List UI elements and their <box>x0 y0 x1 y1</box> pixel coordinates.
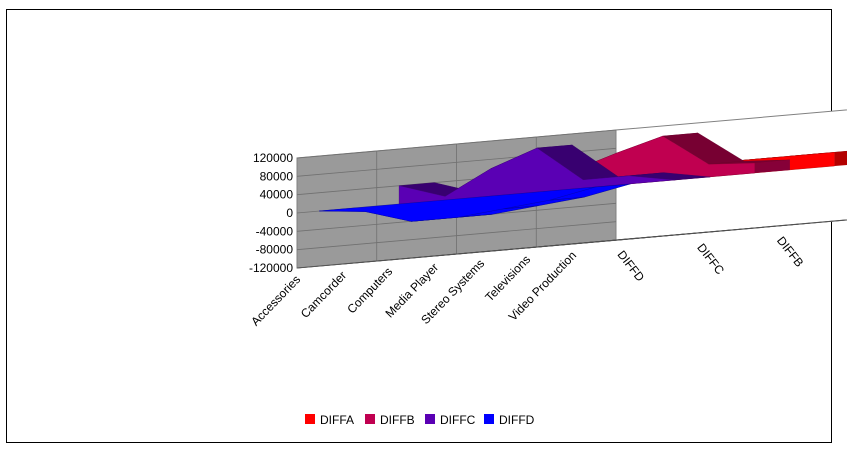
y-tick-label: -40000 <box>256 224 294 238</box>
legend-swatch <box>425 414 435 424</box>
legend-label: DIFFB <box>380 413 415 427</box>
area-front-face <box>319 186 596 222</box>
legend-swatch <box>365 414 375 424</box>
legend-label: DIFFC <box>440 413 476 427</box>
z-tick-label: DIFFB <box>774 234 806 270</box>
y-tick-label: 120000 <box>253 151 293 165</box>
area-end-cap <box>754 159 790 173</box>
legend: DIFFA DIFFB DIFFC DIFFD <box>305 413 535 427</box>
legend-label: DIFFD <box>499 413 535 427</box>
y-tick-label: 40000 <box>260 188 294 202</box>
y-tick-label: -120000 <box>249 261 293 275</box>
chart-series <box>319 132 847 222</box>
series-diffc <box>398 144 711 205</box>
x-tick-label: Camcorder <box>298 268 349 320</box>
legend-swatch <box>305 414 315 424</box>
z-tick-label: DIFFD <box>615 248 648 285</box>
y-tick-label: 0 <box>286 206 293 220</box>
z-tick-label: DIFFC <box>694 241 727 278</box>
floor-gridline <box>536 222 813 248</box>
legend-swatch <box>484 414 494 424</box>
legend-label: DIFFA <box>320 413 354 427</box>
y-axis-ticks: 120000 80000 40000 0 -40000 -80000 -120000 <box>249 151 293 275</box>
y-tick-label: 80000 <box>260 169 294 183</box>
x-tick-label: Accessories <box>248 272 303 328</box>
y-tick-label: -80000 <box>256 243 294 257</box>
series-diffd <box>319 183 631 222</box>
area-end-cap <box>834 151 847 166</box>
